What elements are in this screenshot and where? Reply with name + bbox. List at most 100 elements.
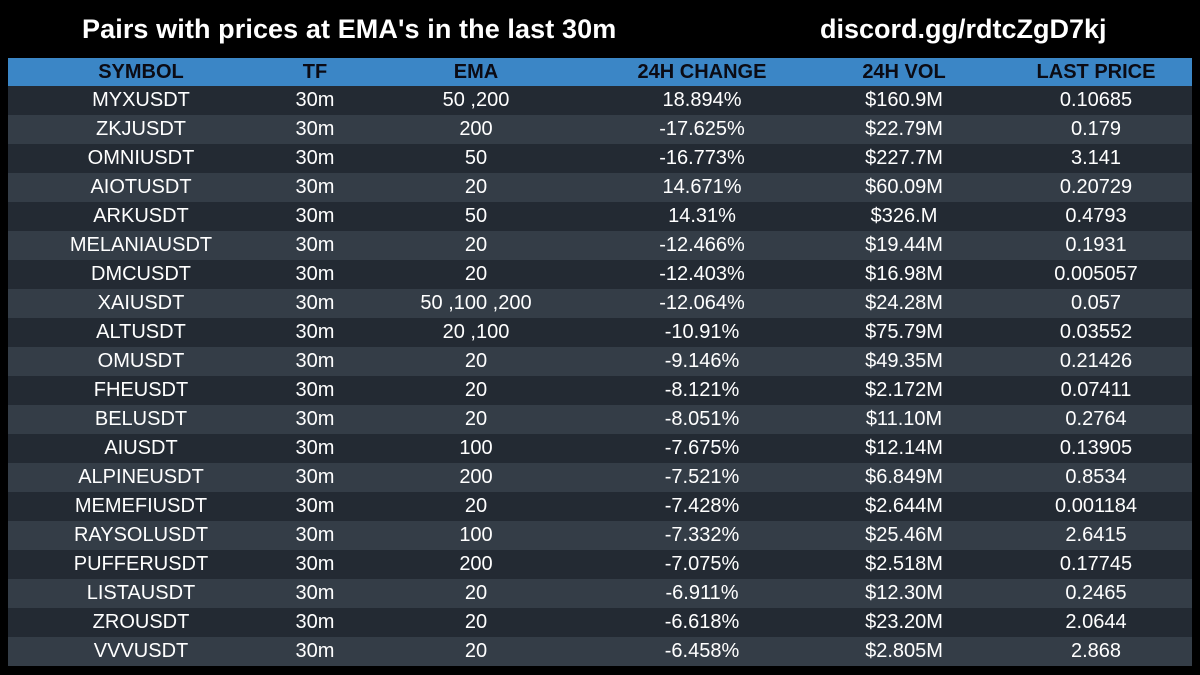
symbol-cell: MELANIAUSDT xyxy=(8,231,274,260)
ema-cell: 20 ,100 xyxy=(356,318,596,347)
last-price-cell: 0.1931 xyxy=(1000,231,1192,260)
change-cell: -9.146% xyxy=(596,347,808,376)
page-title: Pairs with prices at EMA's in the last 3… xyxy=(82,14,617,44)
table-row: XAIUSDT 30m 50 ,100 ,200 -12.064% $24.28M 0.0… xyxy=(8,289,1192,318)
ema-cell: 50 ,200 xyxy=(356,86,596,115)
change-cell: -6.911% xyxy=(596,579,808,608)
ema-cell: 20 xyxy=(356,492,596,521)
table-row: BELUSDT 30m 20 -8.051% $11.10M 0.2764 xyxy=(8,405,1192,434)
table-row: DMCUSDT 30m 20 -12.403% $16.98M 0.005057 xyxy=(8,260,1192,289)
tf-cell: 30m xyxy=(274,86,356,115)
table-row: OMUSDT 30m 20 -9.146% $49.35M 0.21426 xyxy=(8,347,1192,376)
tf-cell: 30m xyxy=(274,376,356,405)
change-cell: -6.618% xyxy=(596,608,808,637)
tf-cell: 30m xyxy=(274,434,356,463)
volume-cell: $2.805M xyxy=(808,637,1000,666)
column-header-tf: TF xyxy=(274,58,356,86)
tf-cell: 30m xyxy=(274,260,356,289)
ema-cell: 20 xyxy=(356,260,596,289)
last-price-cell: 0.8534 xyxy=(1000,463,1192,492)
tf-cell: 30m xyxy=(274,637,356,666)
table-row: ZROUSDT 30m 20 -6.618% $23.20M 2.0644 xyxy=(8,608,1192,637)
last-price-cell: 0.2465 xyxy=(1000,579,1192,608)
ema-cell: 20 xyxy=(356,637,596,666)
symbol-cell: OMNIUSDT xyxy=(8,144,274,173)
symbol-cell: MYXUSDT xyxy=(8,86,274,115)
table-row: FHEUSDT 30m 20 -8.121% $2.172M 0.07411 xyxy=(8,376,1192,405)
table-row: AIOTUSDT 30m 20 14.671% $60.09M 0.20729 xyxy=(8,173,1192,202)
ema-cell: 20 xyxy=(356,579,596,608)
symbol-cell: RAYSOLUSDT xyxy=(8,521,274,550)
change-cell: -7.332% xyxy=(596,521,808,550)
last-price-cell: 0.10685 xyxy=(1000,86,1192,115)
tf-cell: 30m xyxy=(274,550,356,579)
table-row: VVVUSDT 30m 20 -6.458% $2.805M 2.868 xyxy=(8,637,1192,666)
tf-cell: 30m xyxy=(274,231,356,260)
volume-cell: $24.28M xyxy=(808,289,1000,318)
change-cell: -12.064% xyxy=(596,289,808,318)
table-row: OMNIUSDT 30m 50 -16.773% $227.7M 3.141 xyxy=(8,144,1192,173)
tf-cell: 30m xyxy=(274,318,356,347)
last-price-cell: 3.141 xyxy=(1000,144,1192,173)
volume-cell: $12.30M xyxy=(808,579,1000,608)
symbol-cell: VVVUSDT xyxy=(8,637,274,666)
change-cell: -7.521% xyxy=(596,463,808,492)
ema-cell: 20 xyxy=(356,376,596,405)
ema-cell: 100 xyxy=(356,521,596,550)
change-cell: -7.428% xyxy=(596,492,808,521)
ema-cell: 50 ,100 ,200 xyxy=(356,289,596,318)
table-row: ALPINEUSDT 30m 200 -7.521% $6.849M 0.8534 xyxy=(8,463,1192,492)
last-price-cell: 2.868 xyxy=(1000,637,1192,666)
tf-cell: 30m xyxy=(274,144,356,173)
volume-cell: $60.09M xyxy=(808,173,1000,202)
last-price-cell: 0.21426 xyxy=(1000,347,1192,376)
ema-cell: 20 xyxy=(356,231,596,260)
symbol-cell: ARKUSDT xyxy=(8,202,274,231)
symbol-cell: DMCUSDT xyxy=(8,260,274,289)
last-price-cell: 0.20729 xyxy=(1000,173,1192,202)
change-cell: -10.91% xyxy=(596,318,808,347)
symbol-cell: ALTUSDT xyxy=(8,318,274,347)
symbol-cell: AIUSDT xyxy=(8,434,274,463)
ema-cell: 50 xyxy=(356,202,596,231)
last-price-cell: 0.005057 xyxy=(1000,260,1192,289)
column-header-symbol: SYMBOL xyxy=(8,58,274,86)
last-price-cell: 2.0644 xyxy=(1000,608,1192,637)
volume-cell: $2.644M xyxy=(808,492,1000,521)
change-cell: 14.671% xyxy=(596,173,808,202)
volume-cell: $6.849M xyxy=(808,463,1000,492)
symbol-cell: LISTAUSDT xyxy=(8,579,274,608)
discord-invite-link[interactable]: discord.gg/rdtcZgD7kj xyxy=(820,14,1107,44)
volume-cell: $326.M xyxy=(808,202,1000,231)
volume-cell: $49.35M xyxy=(808,347,1000,376)
last-price-cell: 0.07411 xyxy=(1000,376,1192,405)
last-price-cell: 0.17745 xyxy=(1000,550,1192,579)
change-cell: -6.458% xyxy=(596,637,808,666)
last-price-cell: 2.6415 xyxy=(1000,521,1192,550)
tf-cell: 30m xyxy=(274,115,356,144)
symbol-cell: ZROUSDT xyxy=(8,608,274,637)
tf-cell: 30m xyxy=(274,173,356,202)
volume-cell: $2.518M xyxy=(808,550,1000,579)
change-cell: -8.051% xyxy=(596,405,808,434)
tf-cell: 30m xyxy=(274,579,356,608)
tf-cell: 30m xyxy=(274,492,356,521)
table-row: ARKUSDT 30m 50 14.31% $326.M 0.4793 xyxy=(8,202,1192,231)
table-row: ZKJUSDT 30m 200 -17.625% $22.79M 0.179 xyxy=(8,115,1192,144)
volume-cell: $19.44M xyxy=(808,231,1000,260)
table-row: MEMEFIUSDT 30m 20 -7.428% $2.644M 0.001184 xyxy=(8,492,1192,521)
tf-cell: 30m xyxy=(274,289,356,318)
volume-cell: $22.79M xyxy=(808,115,1000,144)
volume-cell: $2.172M xyxy=(808,376,1000,405)
change-cell: -7.675% xyxy=(596,434,808,463)
symbol-cell: OMUSDT xyxy=(8,347,274,376)
change-cell: -17.625% xyxy=(596,115,808,144)
table-header-row: SYMBOL TF EMA 24H CHANGE 24H VOL LAST PR… xyxy=(8,58,1192,86)
symbol-cell: FHEUSDT xyxy=(8,376,274,405)
column-header-last-price: LAST PRICE xyxy=(1000,58,1192,86)
volume-cell: $12.14M xyxy=(808,434,1000,463)
last-price-cell: 0.057 xyxy=(1000,289,1192,318)
table-row: AIUSDT 30m 100 -7.675% $12.14M 0.13905 xyxy=(8,434,1192,463)
symbol-cell: MEMEFIUSDT xyxy=(8,492,274,521)
tf-cell: 30m xyxy=(274,405,356,434)
